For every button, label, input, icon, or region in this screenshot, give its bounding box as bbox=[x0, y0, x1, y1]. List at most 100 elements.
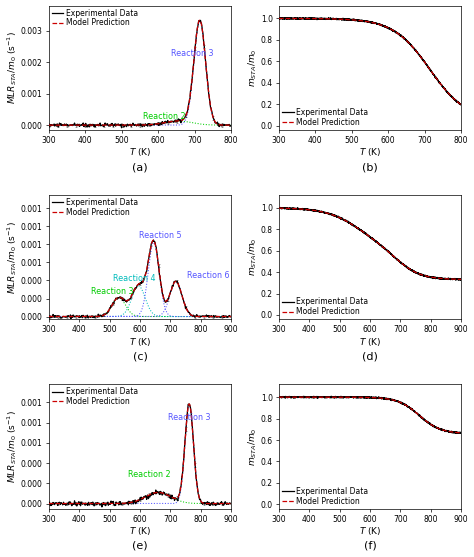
Model Prediction bbox=[453, 429, 459, 436]
Model Prediction bbox=[186, 400, 192, 407]
Model Prediction bbox=[276, 15, 282, 22]
Experimental Data bbox=[180, 292, 185, 299]
Experimental Data bbox=[457, 277, 463, 284]
Model Prediction bbox=[46, 122, 52, 129]
Experimental Data bbox=[457, 430, 463, 437]
Model Prediction bbox=[223, 313, 229, 320]
Experimental Data bbox=[286, 14, 292, 21]
Y-axis label: $MLR_{STA}/m_0\ \mathrm{(s^{-1})}$: $MLR_{STA}/m_0\ \mathrm{(s^{-1})}$ bbox=[6, 31, 19, 104]
Model Prediction bbox=[223, 500, 229, 507]
Model Prediction bbox=[360, 18, 365, 25]
Text: Reaction 3: Reaction 3 bbox=[168, 413, 210, 422]
Text: Reaction 3: Reaction 3 bbox=[91, 287, 134, 296]
Model Prediction bbox=[55, 122, 61, 129]
Experimental Data bbox=[179, 291, 184, 297]
Experimental Data bbox=[68, 500, 74, 507]
Text: Reaction 2: Reaction 2 bbox=[128, 470, 171, 479]
Experimental Data bbox=[453, 276, 459, 282]
Experimental Data bbox=[179, 473, 185, 480]
Text: (c): (c) bbox=[133, 351, 147, 361]
Experimental Data bbox=[453, 276, 459, 282]
Experimental Data bbox=[178, 483, 184, 490]
Legend: Experimental Data, Model Prediction: Experimental Data, Model Prediction bbox=[281, 108, 369, 128]
Experimental Data bbox=[285, 205, 291, 212]
Line: Experimental Data: Experimental Data bbox=[49, 21, 231, 128]
Line: Model Prediction: Model Prediction bbox=[279, 18, 461, 105]
Line: Experimental Data: Experimental Data bbox=[279, 207, 461, 280]
Experimental Data bbox=[68, 121, 74, 128]
Model Prediction bbox=[55, 500, 61, 507]
Text: (b): (b) bbox=[362, 162, 378, 172]
Experimental Data bbox=[228, 500, 234, 507]
Model Prediction bbox=[190, 73, 195, 80]
Experimental Data bbox=[328, 393, 334, 399]
Experimental Data bbox=[118, 124, 124, 131]
Experimental Data bbox=[360, 18, 365, 25]
Model Prediction bbox=[190, 426, 195, 433]
Legend: Experimental Data, Model Prediction: Experimental Data, Model Prediction bbox=[51, 8, 139, 28]
Experimental Data bbox=[106, 500, 111, 507]
Text: Reaction 5: Reaction 5 bbox=[139, 231, 182, 240]
Text: Reaction 2: Reaction 2 bbox=[143, 113, 186, 121]
Model Prediction bbox=[276, 205, 282, 212]
Experimental Data bbox=[419, 56, 425, 62]
Experimental Data bbox=[46, 313, 52, 320]
Experimental Data bbox=[161, 490, 167, 497]
Model Prediction bbox=[365, 394, 370, 401]
Experimental Data bbox=[360, 228, 365, 235]
Model Prediction bbox=[228, 313, 234, 320]
Y-axis label: $m_{STA}/m_0$: $m_{STA}/m_0$ bbox=[247, 427, 259, 466]
Experimental Data bbox=[228, 122, 234, 129]
Model Prediction bbox=[223, 313, 228, 320]
Text: Reaction 4: Reaction 4 bbox=[113, 274, 155, 283]
Experimental Data bbox=[161, 120, 167, 127]
Experimental Data bbox=[68, 315, 74, 322]
Text: (a): (a) bbox=[132, 162, 148, 172]
Experimental Data bbox=[162, 297, 167, 304]
Model Prediction bbox=[55, 313, 61, 320]
Model Prediction bbox=[419, 415, 425, 422]
Model Prediction bbox=[190, 312, 195, 319]
Model Prediction bbox=[228, 122, 234, 129]
Y-axis label: $m_{STA}/m_0$: $m_{STA}/m_0$ bbox=[247, 238, 259, 276]
X-axis label: $T\ \mathrm{(K)}$: $T\ \mathrm{(K)}$ bbox=[129, 336, 151, 348]
Y-axis label: $MLR_{STA}/m_0\ \mathrm{(s^{-1})}$: $MLR_{STA}/m_0\ \mathrm{(s^{-1})}$ bbox=[6, 221, 19, 294]
Text: Reaction 6: Reaction 6 bbox=[187, 271, 229, 280]
Experimental Data bbox=[179, 118, 185, 124]
Y-axis label: $MLR_{STA}/m_0\ \mathrm{(s^{-1})}$: $MLR_{STA}/m_0\ \mathrm{(s^{-1})}$ bbox=[6, 410, 19, 483]
Experimental Data bbox=[178, 119, 184, 126]
X-axis label: $T\ \mathrm{(K)}$: $T\ \mathrm{(K)}$ bbox=[129, 525, 151, 538]
Line: Model Prediction: Model Prediction bbox=[279, 208, 461, 279]
Model Prediction bbox=[360, 394, 365, 400]
Model Prediction bbox=[285, 394, 291, 400]
Experimental Data bbox=[285, 16, 291, 22]
Line: Experimental Data: Experimental Data bbox=[49, 404, 231, 507]
Model Prediction bbox=[46, 313, 52, 320]
Model Prediction bbox=[360, 228, 365, 235]
Model Prediction bbox=[458, 276, 464, 282]
Experimental Data bbox=[99, 504, 105, 510]
Experimental Data bbox=[118, 294, 124, 301]
Experimental Data bbox=[68, 313, 74, 320]
Experimental Data bbox=[453, 429, 459, 436]
Experimental Data bbox=[458, 429, 464, 436]
Experimental Data bbox=[46, 121, 52, 128]
Experimental Data bbox=[151, 237, 156, 243]
Model Prediction bbox=[453, 429, 459, 436]
Line: Model Prediction: Model Prediction bbox=[49, 20, 231, 125]
Experimental Data bbox=[228, 313, 234, 320]
Model Prediction bbox=[135, 282, 140, 289]
Model Prediction bbox=[130, 122, 136, 129]
Legend: Experimental Data, Model Prediction: Experimental Data, Model Prediction bbox=[281, 486, 369, 506]
Model Prediction bbox=[135, 122, 140, 129]
Line: Experimental Data: Experimental Data bbox=[279, 396, 461, 433]
Experimental Data bbox=[365, 232, 371, 238]
Experimental Data bbox=[419, 272, 425, 279]
Model Prediction bbox=[276, 394, 282, 400]
Model Prediction bbox=[223, 122, 229, 129]
Model Prediction bbox=[285, 15, 291, 22]
Model Prediction bbox=[419, 272, 425, 278]
Line: Model Prediction: Model Prediction bbox=[49, 404, 231, 504]
Experimental Data bbox=[276, 14, 282, 21]
Experimental Data bbox=[458, 101, 464, 108]
